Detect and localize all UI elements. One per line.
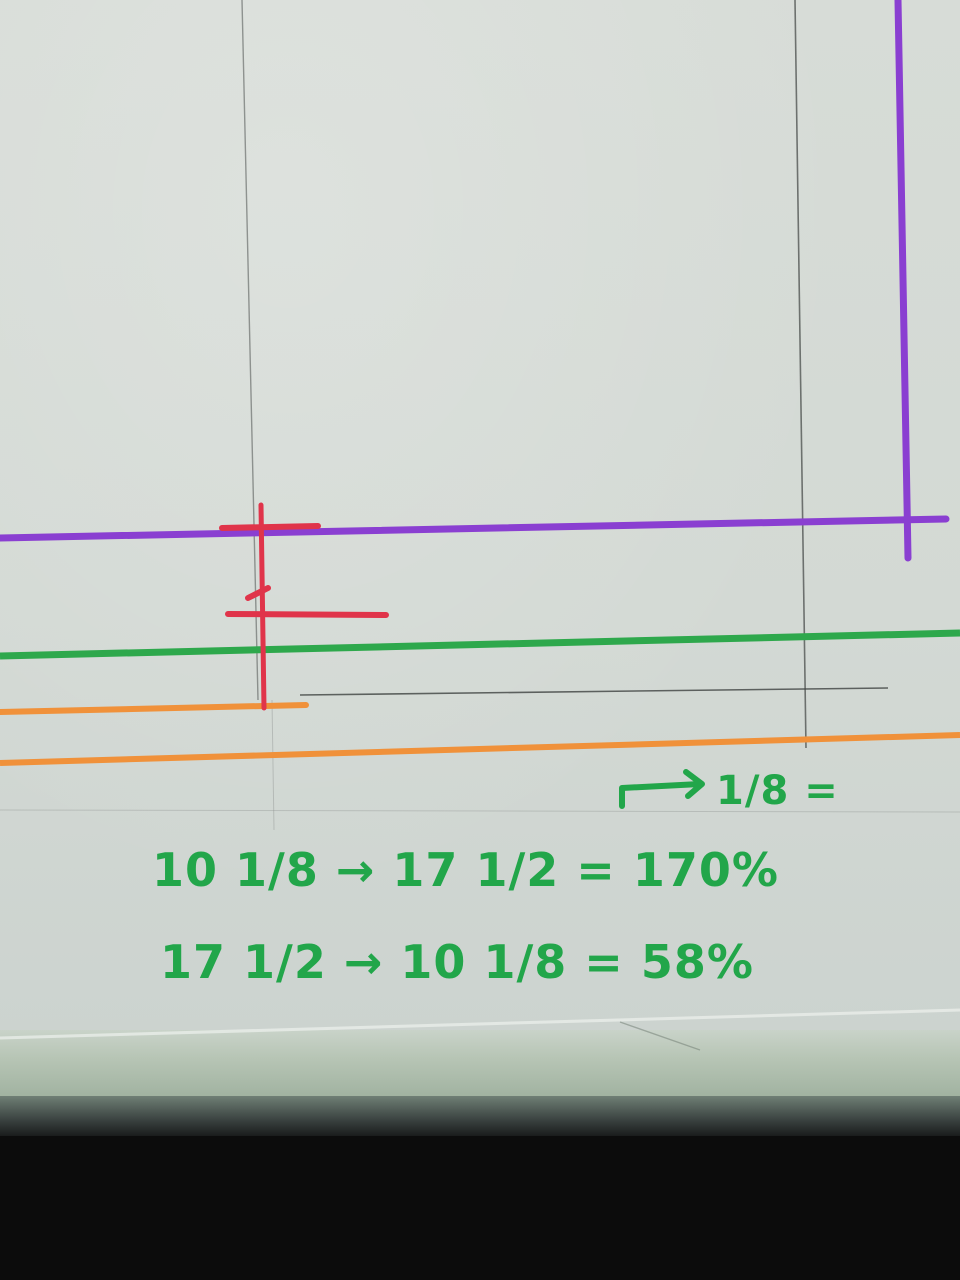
pencil-horizontal: [299, 687, 889, 696]
pencil-faint-vertical: [271, 699, 275, 831]
green-guide-line: [0, 629, 960, 660]
red-vertical-tick: [258, 502, 267, 711]
orange-line-short: [0, 702, 309, 715]
ratio-line-1: 10 1/8 → 17 1/2 = 170%: [152, 843, 779, 897]
glass-edge-highlight: [0, 1008, 960, 1040]
red-top-tick: [219, 523, 321, 531]
purple-border-vertical: [894, 0, 912, 562]
glass-scratch: [619, 1021, 701, 1051]
dark-background: [0, 1136, 960, 1280]
pencil-vertical-right: [794, 0, 807, 749]
purple-border-line: [0, 515, 950, 542]
pencil-vertical-left: [241, 0, 259, 701]
ratio-line-2: 17 1/2 → 10 1/8 = 58%: [160, 935, 754, 989]
margin-note-text: 1/8 =: [716, 768, 839, 814]
drafting-table-ledge: [0, 1030, 960, 1100]
red-middle-tick: [225, 611, 389, 618]
pencil-faint-lower: [0, 809, 960, 813]
arrow-icon: [619, 769, 705, 809]
red-small-mark: [245, 585, 271, 601]
orange-line-long: [0, 732, 960, 766]
table-edge-shadow: [0, 1096, 960, 1136]
